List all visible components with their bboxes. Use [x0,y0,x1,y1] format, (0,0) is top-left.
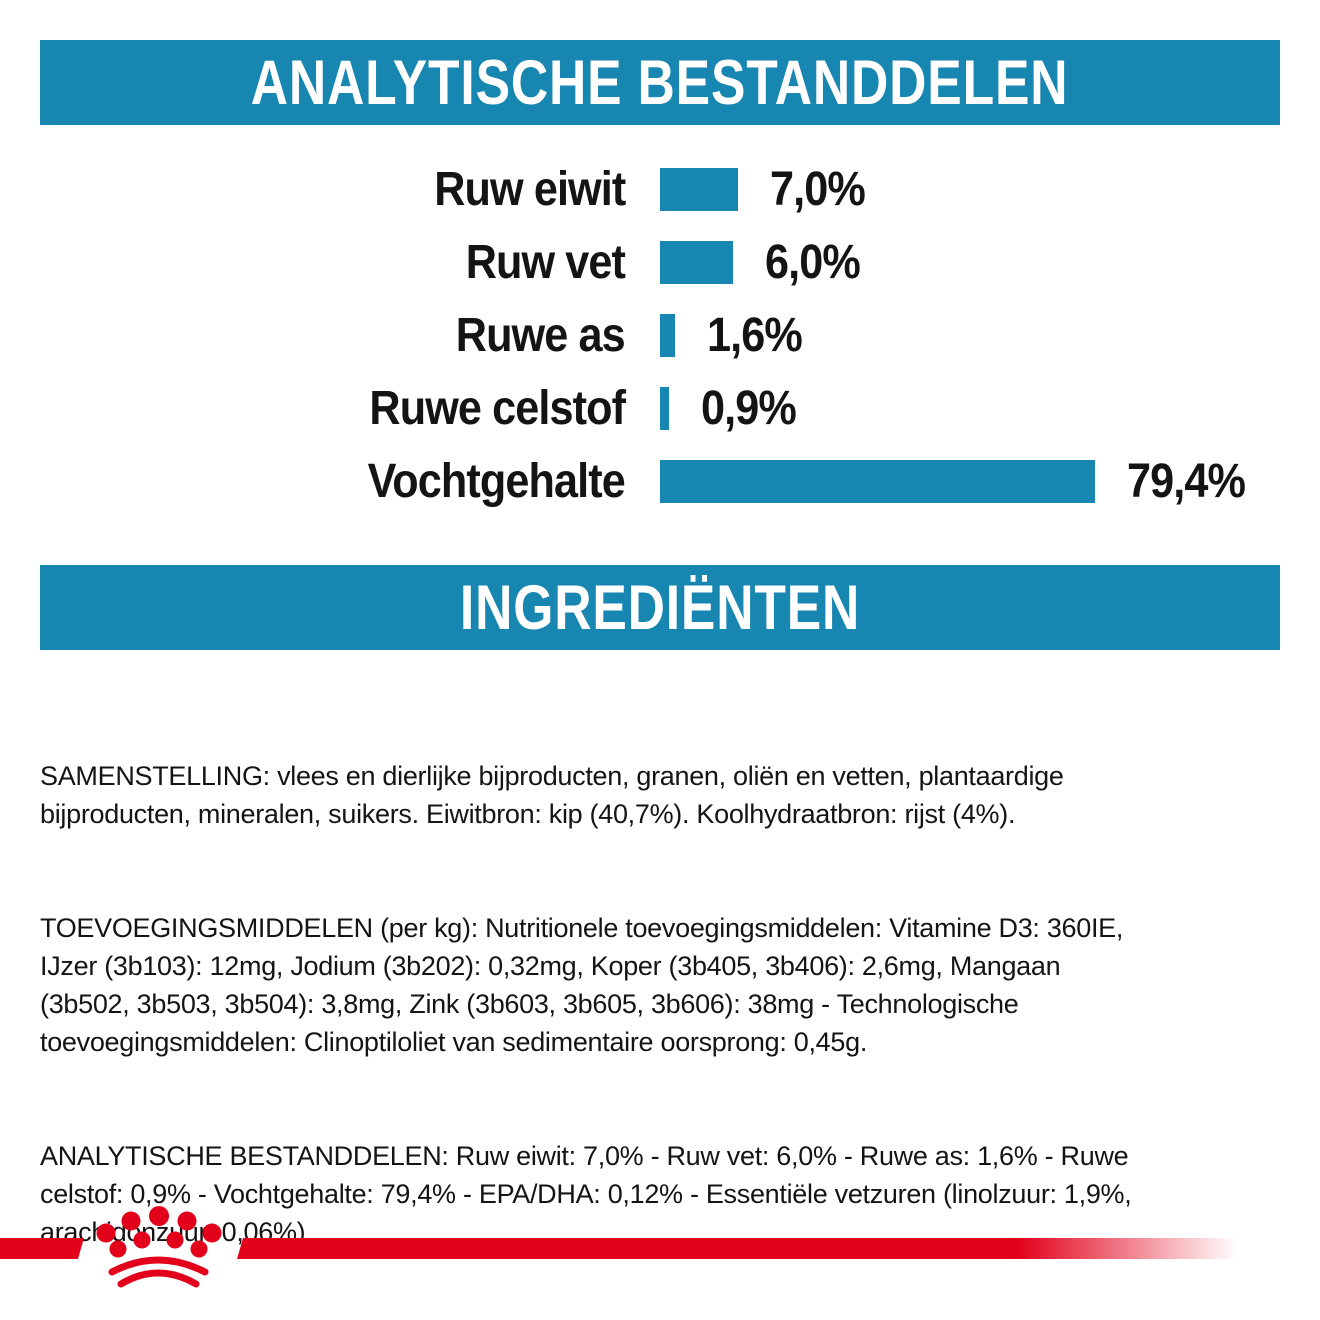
chart-category-label: Ruw vet [465,236,626,289]
royal-canin-crown-icon [96,1206,222,1288]
chart-value-label: 6,0% [765,236,861,289]
chart-row: Ruwe celstof 0,9% [40,372,1300,445]
chart-bar [660,314,675,357]
chart-value-label: 0,9% [701,382,797,435]
ingredients-section-banner: INGREDIËNTEN [40,565,1280,650]
brand-footer [0,1185,1320,1320]
ingredients-text-block: SAMENSTELLING: vlees en dierlijke bijpro… [40,681,1302,1289]
analytical-constituents-paragraph: ANALYTISCHE BESTANDDELEN: Ruw eiwit: 7,0… [40,1141,1132,1247]
chart-row: Ruw eiwit 7,0% [40,153,1300,226]
additives-paragraph: TOEVOEGINGSMIDDELEN (per kg): Nutritione… [40,913,1124,1057]
chart-category-label: Vochtgehalte [367,455,626,508]
chart-row: Ruw vet 6,0% [40,226,1300,299]
chart-category-label: Ruw eiwit [433,163,626,216]
chart-value-label: 1,6% [707,309,803,362]
chart-bar [660,387,669,430]
chart-bar [660,168,738,211]
chart-category-label: Ruwe as [456,309,626,362]
nutrition-bar-chart: Ruw eiwit 7,0% Ruw vet 6,0% Ruwe as 1,6%… [40,153,1300,518]
red-band-right [237,1238,1237,1259]
ingredients-section-title: INGREDIËNTEN [459,572,861,643]
chart-value-label: 79,4% [1127,455,1246,508]
chart-category-label: Ruwe celstof [369,382,626,435]
chart-bar [660,460,1095,503]
red-band-left [0,1238,84,1259]
chart-value-label: 7,0% [770,163,866,216]
analytical-section-title: ANALYTISCHE BESTANDDELEN [251,47,1069,118]
chart-row: Ruwe as 1,6% [40,299,1300,372]
chart-bar [660,241,733,284]
analytical-section-banner: ANALYTISCHE BESTANDDELEN [40,40,1280,125]
chart-row: Vochtgehalte 79,4% [40,445,1300,518]
composition-paragraph: SAMENSTELLING: vlees en dierlijke bijpro… [40,761,1064,829]
